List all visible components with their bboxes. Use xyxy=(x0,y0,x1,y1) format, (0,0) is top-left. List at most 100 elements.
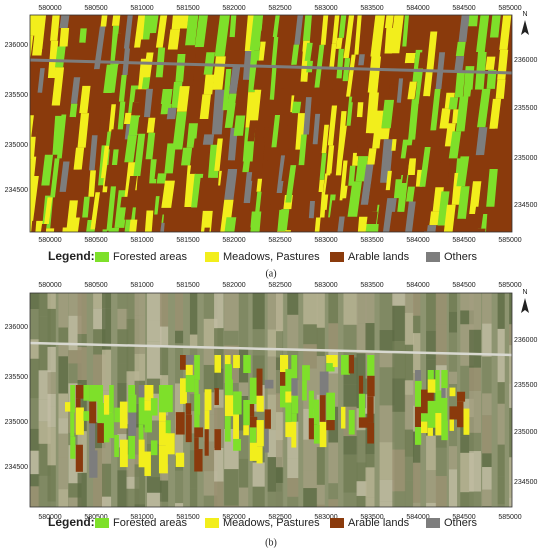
map-parcel xyxy=(109,385,114,413)
map-parcel xyxy=(256,420,264,447)
map-texture xyxy=(102,428,112,464)
legend-swatch xyxy=(95,252,109,262)
map-texture xyxy=(469,491,481,507)
map-texture xyxy=(58,293,69,328)
map-parcel xyxy=(396,78,404,103)
map-parcel xyxy=(449,406,459,420)
map-texture xyxy=(426,502,437,507)
map-parcel xyxy=(224,93,237,128)
map-parcel xyxy=(82,196,90,218)
map-texture xyxy=(497,403,505,445)
map-texture xyxy=(30,486,40,507)
map-parcel xyxy=(404,53,416,64)
map-texture xyxy=(117,308,129,330)
map-parcel xyxy=(204,410,210,430)
map-parcel xyxy=(321,124,329,154)
map-parcel xyxy=(435,390,443,414)
map-texture xyxy=(469,293,481,330)
map-texture xyxy=(189,347,198,361)
map-texture xyxy=(159,326,169,347)
y-coordinate-label: 234500 xyxy=(5,464,28,471)
map-parcel xyxy=(486,69,497,89)
map-parcel xyxy=(404,201,416,232)
map-texture xyxy=(497,328,505,358)
map-parcel xyxy=(329,43,337,67)
map-parcel xyxy=(269,66,277,100)
map-texture xyxy=(469,329,481,368)
map-parcel xyxy=(415,380,422,407)
map-texture xyxy=(252,293,265,330)
map-parcel xyxy=(235,79,248,103)
map-texture xyxy=(404,344,415,381)
map-parcel xyxy=(211,89,226,135)
map-parcel xyxy=(214,138,223,171)
map-parcel xyxy=(90,192,100,230)
map-texture xyxy=(47,427,56,466)
map-parcel xyxy=(280,355,289,373)
y-coordinate-label: 235500 xyxy=(5,92,28,99)
map-parcel xyxy=(335,216,345,232)
map-parcel xyxy=(123,15,133,49)
map-texture xyxy=(189,411,198,434)
x-coordinate-label: 584500 xyxy=(452,5,475,12)
map-parcel xyxy=(435,413,443,436)
map-texture xyxy=(392,449,406,492)
map-parcel xyxy=(49,40,59,61)
map-texture xyxy=(58,418,69,434)
map-texture xyxy=(58,356,69,394)
map-parcel xyxy=(199,94,211,120)
map-parcel xyxy=(134,89,145,103)
map-image xyxy=(30,15,512,232)
map-texture xyxy=(47,372,56,394)
map-parcel xyxy=(356,133,370,157)
map-texture xyxy=(252,486,265,507)
map-parcel xyxy=(448,97,459,110)
x-coordinate-label: 582000 xyxy=(222,282,245,289)
map-parcel xyxy=(330,78,339,106)
map-texture xyxy=(509,293,512,325)
map-parcel xyxy=(144,400,152,411)
map-parcel xyxy=(89,135,98,171)
map-parcel xyxy=(66,44,75,71)
map-parcel xyxy=(455,41,466,57)
map-parcel xyxy=(41,154,54,186)
x-coordinate-label: 581000 xyxy=(130,282,153,289)
map-parcel xyxy=(156,173,167,184)
map-parcel xyxy=(457,391,466,402)
map-parcel xyxy=(354,15,362,55)
map-parcel xyxy=(338,15,347,38)
map-parcel xyxy=(75,398,81,408)
map-parcel xyxy=(358,375,364,394)
map-texture xyxy=(509,457,512,485)
y-coordinate-label: 235000 xyxy=(514,155,537,162)
map-texture xyxy=(412,315,421,334)
map-parcel xyxy=(326,392,336,421)
map-texture xyxy=(328,373,339,407)
map-parcel xyxy=(158,385,168,413)
map-parcel xyxy=(118,15,125,34)
x-coordinate-label: 582500 xyxy=(268,5,291,12)
map-texture xyxy=(134,504,146,507)
map-texture xyxy=(392,341,406,379)
x-coordinate-label: 583500 xyxy=(360,237,383,244)
map-parcel xyxy=(147,33,157,53)
map-texture xyxy=(175,343,184,384)
map-parcel xyxy=(103,395,112,415)
map-parcel xyxy=(89,450,98,478)
map-parcel xyxy=(332,355,338,368)
map-texture xyxy=(252,329,265,356)
map-texture xyxy=(392,491,406,507)
map-parcel xyxy=(367,355,375,376)
map-texture xyxy=(189,334,198,348)
map-texture xyxy=(117,383,129,419)
map-parcel xyxy=(194,449,203,472)
map-texture xyxy=(47,293,56,309)
map-parcel xyxy=(138,439,145,468)
legend-swatch xyxy=(330,518,344,528)
map-texture xyxy=(275,293,284,332)
map-texture xyxy=(117,329,129,364)
map-texture xyxy=(189,394,198,412)
map-parcel xyxy=(326,355,336,364)
map-parcel xyxy=(79,28,87,43)
map-parcel xyxy=(185,15,199,46)
